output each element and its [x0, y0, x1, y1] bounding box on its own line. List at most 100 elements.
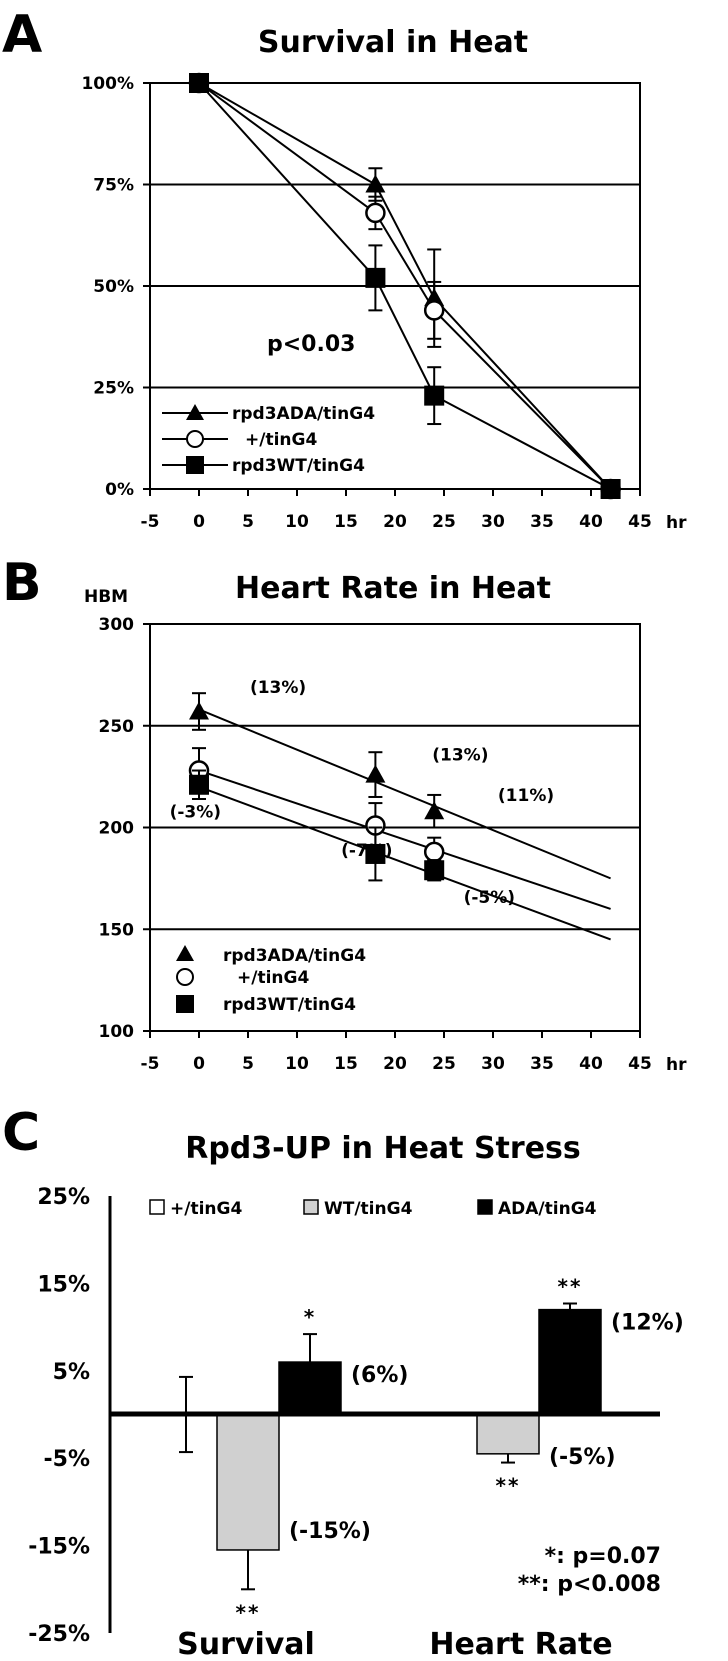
chart-a-legend: rpd3ADA/tinG4 +/tinG4 rpd3WT/tinG4: [162, 404, 375, 476]
chart-a-x-tick-label: 0: [193, 512, 205, 532]
chart-b-x-tick-label: 45: [628, 1054, 652, 1074]
chart-b-x-tick-label: 35: [530, 1054, 554, 1074]
legend-a-square-marker: [186, 456, 204, 474]
legend-a-circle-marker: [186, 430, 204, 448]
panel-b: B Heart Rate in Heat HBM 100150200250300…: [2, 553, 687, 1075]
bar-heart-rate-3: [538, 1308, 602, 1416]
chart-c-y-tick-label: -25%: [28, 1622, 90, 1647]
chart-a-title: Survival in Heat: [258, 25, 528, 60]
data-point-square: [365, 843, 386, 864]
data-point-triangle: [365, 764, 386, 783]
legend-b-triangle-marker: [176, 945, 194, 961]
legend-a-triangle-marker: [186, 404, 204, 420]
chart-b-annotation: (13%): [432, 745, 488, 765]
chart-c-y-tick-label: 15%: [37, 1272, 90, 1297]
panel-letter-b: B: [2, 553, 42, 613]
chart-b-x-tick-label: 0: [193, 1054, 205, 1074]
data-point-circle: [365, 202, 386, 224]
chart-b-annotation: (13%): [250, 678, 306, 698]
chart-a-pvalue: p<0.03: [267, 332, 355, 357]
chart-b-x-tick-label: 30: [481, 1054, 505, 1074]
legend-b-circle-marker: [176, 968, 194, 986]
data-point-circle: [423, 841, 445, 863]
panel-letter-a: A: [2, 5, 42, 65]
chart-b-x-axis-label: hr: [666, 1055, 687, 1075]
legend-c-item-2: WT/tinG4: [324, 1199, 413, 1219]
chart-b-trendline: [198, 769, 611, 910]
chart-b-annotation: (-3%): [170, 802, 221, 822]
data-point-square: [189, 73, 209, 93]
chart-b-y-tick-label: 250: [99, 717, 135, 737]
chart-c-footnote-2: **: p<0.008: [518, 1572, 661, 1597]
chart-b-x-tick-label: -5: [141, 1054, 160, 1074]
chart-b-x-tick-label: 20: [383, 1054, 407, 1074]
legend-b-item-2: +/tinG4: [237, 968, 309, 988]
chart-b-annotation: (-7%): [341, 841, 392, 861]
chart-a-y-tick-label: 0%: [105, 480, 134, 500]
legend-a-item-1: rpd3ADA/tinG4: [232, 404, 375, 424]
legend-c-swatch-1: [149, 1199, 165, 1215]
chart-c-y-tick-label: 25%: [37, 1185, 90, 1210]
chart-b-legend: rpd3ADA/tinG4 +/tinG4 rpd3WT/tinG4: [176, 945, 366, 1015]
significance-marker: **: [558, 1275, 583, 1299]
data-point-triangle: [365, 174, 386, 193]
data-point-square: [189, 774, 209, 795]
chart-a-x-tick-label: 20: [383, 512, 407, 532]
chart-b-y-axis-label: HBM: [84, 587, 128, 607]
bar-value-label: (6%): [351, 1363, 408, 1388]
legend-a-item-2: +/tinG4: [245, 430, 317, 450]
bar-survival-3: [278, 1361, 342, 1416]
chart-a-x-tick-label: 5: [242, 512, 254, 532]
chart-b-y-tick-label: 150: [99, 920, 135, 940]
legend-b-square-marker: [176, 995, 194, 1013]
chart-a-y-tick-label: 25%: [93, 379, 134, 399]
chart-a-series-line: [198, 82, 612, 490]
chart-b-y-tick-label: 300: [99, 615, 135, 635]
chart-b-trendline: [198, 708, 611, 880]
chart-b-trendline: [198, 785, 611, 941]
chart-b-title: Heart Rate in Heat: [235, 571, 551, 606]
chart-a-x-tick-label: 35: [530, 512, 554, 532]
legend-c-item-1: +/tinG4: [170, 1199, 242, 1219]
legend-c-swatch-3: [477, 1199, 493, 1215]
chart-a-x-tick-label: 40: [579, 512, 603, 532]
chart-a-series-line: [198, 82, 612, 490]
chart-a-y-tick-label: 100%: [81, 74, 134, 94]
chart-a-x-axis-label: hr: [666, 513, 687, 533]
chart-a-x-tick-label: 25: [432, 512, 456, 532]
bar-value-label: (12%): [611, 1311, 684, 1336]
bar-value-label: (-5%): [549, 1445, 616, 1470]
chart-a-y-tick-label: 50%: [93, 277, 134, 297]
chart-b-series-2: [188, 747, 611, 910]
chart-b-x-tick-label: 15: [334, 1054, 358, 1074]
panel-c: C Rpd3-UP in Heat Stress -25% -15% -5% 5% 15…: [2, 1103, 684, 1661]
category-label: Heart Rate: [429, 1627, 612, 1661]
bar-survival-2: [216, 1413, 280, 1551]
chart-a-x-tick-label: -5: [141, 512, 160, 532]
significance-marker: **: [236, 1600, 261, 1624]
data-point-circle: [423, 300, 445, 321]
significance-marker: **: [496, 1474, 521, 1498]
bar-heart-rate-2: [476, 1413, 540, 1455]
chart-a-series-3: [189, 73, 621, 499]
chart-b-annotation: (11%): [498, 786, 554, 806]
chart-c-y-tick-label: 5%: [53, 1360, 90, 1385]
chart-b-y-tick-label: 100: [99, 1022, 135, 1042]
chart-b-x-tick-label: 40: [579, 1054, 603, 1074]
legend-b-item-3: rpd3WT/tinG4: [223, 995, 356, 1015]
legend-c-swatch-2: [303, 1199, 319, 1215]
chart-a-x-tick-label: 10: [285, 512, 309, 532]
data-point-square: [424, 860, 445, 881]
chart-a-x-tick-label: 30: [481, 512, 505, 532]
chart-a-series-line: [198, 82, 612, 490]
chart-b-series-1: [189, 692, 611, 880]
significance-marker: *: [304, 1305, 316, 1329]
chart-a-x-tick-label: 15: [334, 512, 358, 532]
chart-b-x-tick-label: 5: [242, 1054, 254, 1074]
chart-c-y-tick-label: -5%: [44, 1447, 90, 1472]
legend-b-item-1: rpd3ADA/tinG4: [223, 946, 366, 966]
chart-a-y-tick-label: 75%: [93, 176, 134, 196]
panel-a: A Survival in Heat 0% 25% 50% 75% 100% -5 0 5 1…: [2, 5, 687, 533]
chart-c-legend: +/tinG4 WT/tinG4 ADA/tinG4: [149, 1199, 597, 1219]
